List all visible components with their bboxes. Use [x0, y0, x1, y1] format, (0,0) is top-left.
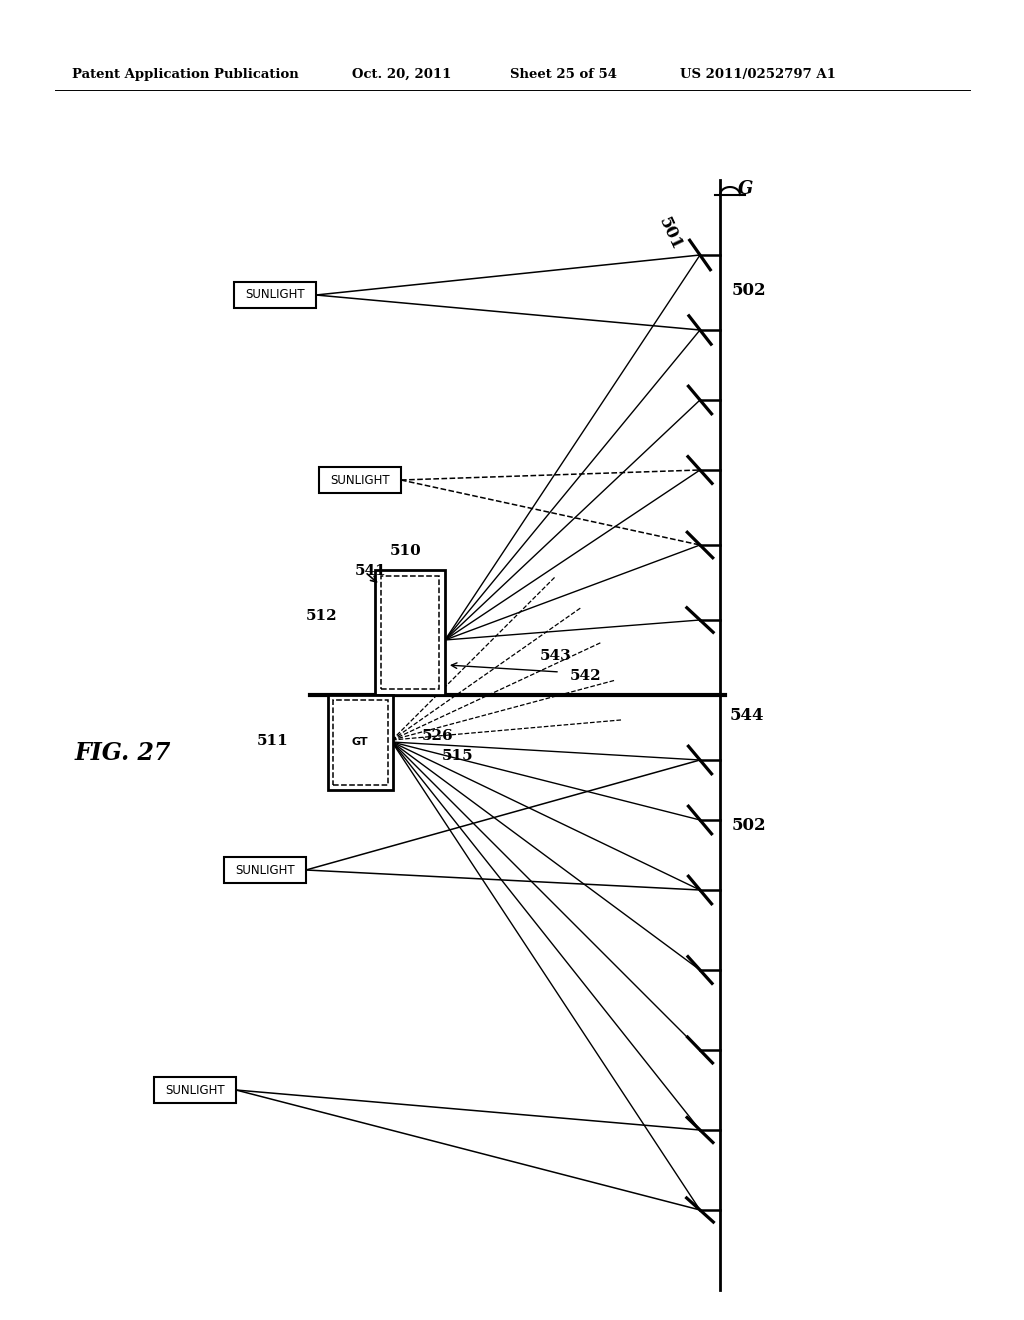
Bar: [154, 1077, 236, 1104]
Text: G: G: [738, 180, 754, 198]
Bar: [333, 700, 388, 785]
Text: Sheet 25 of 54: Sheet 25 of 54: [510, 69, 617, 81]
Bar: [328, 696, 393, 789]
Text: SUNLIGHT: SUNLIGHT: [330, 474, 390, 487]
Text: 515: 515: [442, 748, 474, 763]
Text: 511: 511: [256, 734, 288, 748]
Text: 543: 543: [540, 649, 571, 663]
Text: 501: 501: [655, 215, 685, 253]
Text: SUNLIGHT: SUNLIGHT: [236, 863, 295, 876]
Text: 510: 510: [390, 544, 422, 558]
Bar: [234, 282, 316, 308]
Text: 502: 502: [732, 282, 767, 300]
Text: 544: 544: [730, 708, 765, 723]
Text: Oct. 20, 2011: Oct. 20, 2011: [352, 69, 452, 81]
Bar: [319, 467, 401, 492]
Bar: [381, 576, 439, 689]
Text: SUNLIGHT: SUNLIGHT: [245, 289, 305, 301]
Text: SUNLIGHT: SUNLIGHT: [165, 1084, 225, 1097]
Bar: [224, 857, 306, 883]
Text: Patent Application Publication: Patent Application Publication: [72, 69, 299, 81]
Text: 526: 526: [422, 729, 454, 743]
Text: 542: 542: [570, 669, 602, 682]
Text: 541: 541: [355, 564, 387, 578]
Text: US 2011/0252797 A1: US 2011/0252797 A1: [680, 69, 836, 81]
Text: 512: 512: [305, 609, 337, 623]
Text: FIG. 27: FIG. 27: [75, 741, 171, 766]
Text: GT: GT: [351, 737, 369, 747]
Text: 502: 502: [732, 817, 767, 834]
Bar: [375, 570, 445, 696]
